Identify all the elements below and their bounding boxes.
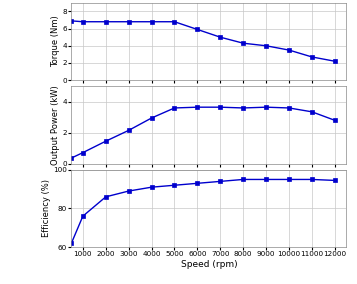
Y-axis label: Torque (Nm): Torque (Nm) (51, 16, 60, 67)
X-axis label: Speed (rpm): Speed (rpm) (181, 260, 237, 269)
Y-axis label: Output Power (kW): Output Power (kW) (51, 85, 60, 165)
Y-axis label: Efficiency (%): Efficiency (%) (41, 179, 51, 237)
